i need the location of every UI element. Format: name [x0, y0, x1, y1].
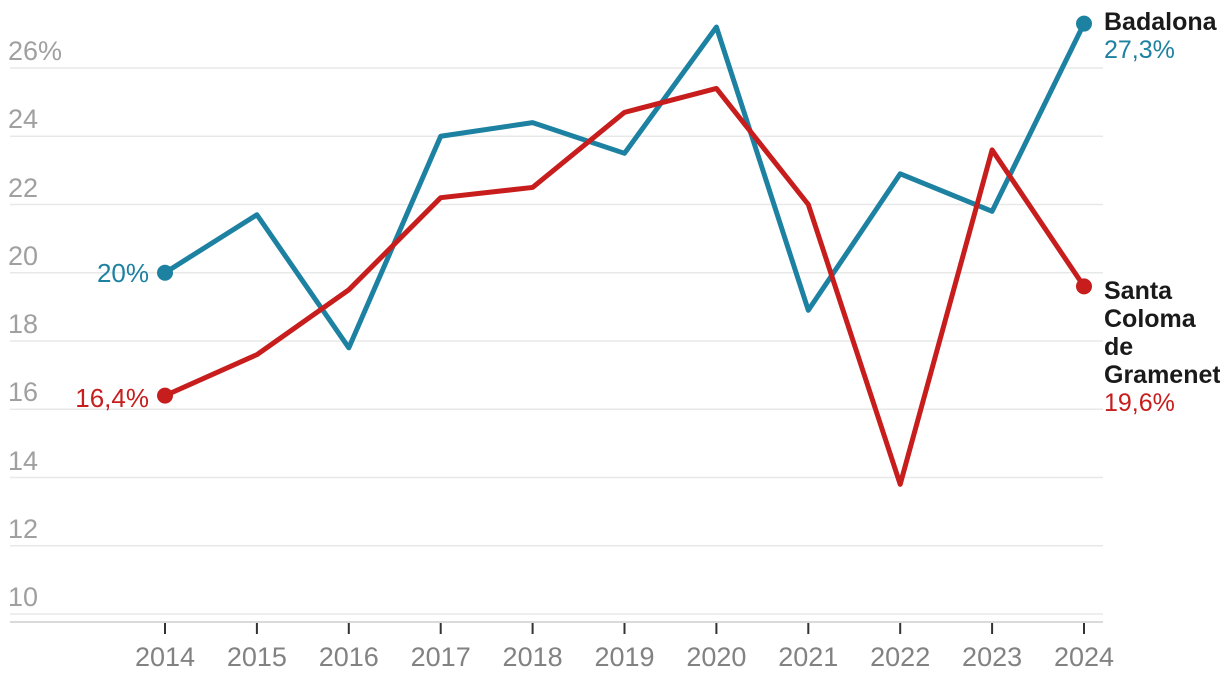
x-axis-label: 2021: [778, 642, 839, 672]
series-start-label-santa-coloma: 16,4%: [75, 383, 149, 413]
y-axis-label: 22: [8, 172, 39, 203]
x-axis-label: 2023: [962, 642, 1023, 672]
series-end-value-badalona: 27,3%: [1104, 36, 1175, 64]
x-axis-label: 2018: [502, 642, 563, 672]
x-axis-label: 2014: [134, 642, 196, 672]
x-axis-label: 2016: [318, 642, 379, 672]
x-axis-label: 2020: [686, 642, 747, 672]
y-axis-label: 10: [8, 582, 39, 612]
first-point-dot-badalona: [157, 264, 173, 281]
series-end-value-santa-coloma: 19,6%: [1104, 389, 1175, 417]
series-end-label-badalona: Badalona 27,3%: [1104, 8, 1220, 64]
series-name-badalona: Badalona: [1104, 8, 1217, 36]
x-axis-label: 2022: [870, 642, 931, 672]
y-axis-label: 12: [8, 513, 39, 544]
series-end-label-santa-coloma: Santa Coloma de Gramenet 19,6%: [1104, 277, 1220, 417]
x-axis-label: 2015: [226, 642, 287, 672]
x-axis-label: 2019: [594, 642, 655, 672]
x-axis-label: 2017: [410, 642, 471, 672]
y-axis-label: 18: [8, 309, 39, 339]
x-axis-label: 2024: [1053, 642, 1115, 672]
first-point-dot-santa-coloma: [157, 387, 173, 404]
y-axis-label: 16: [8, 377, 39, 408]
series-line-badalona: [162, 21, 1087, 351]
series-name-santa-coloma: Santa Coloma de Gramenet: [1104, 277, 1220, 389]
y-axis-label: 14: [8, 445, 39, 476]
y-axis-label: 24: [8, 104, 39, 135]
series-line-santa-coloma: [162, 85, 1087, 487]
last-point-dot-santa-coloma: [1076, 278, 1092, 295]
series-start-label-badalona: 20%: [96, 258, 149, 288]
y-axis-label: 26%: [8, 36, 63, 66]
y-axis-label: 20: [8, 240, 39, 271]
last-point-dot-badalona: [1076, 15, 1092, 32]
